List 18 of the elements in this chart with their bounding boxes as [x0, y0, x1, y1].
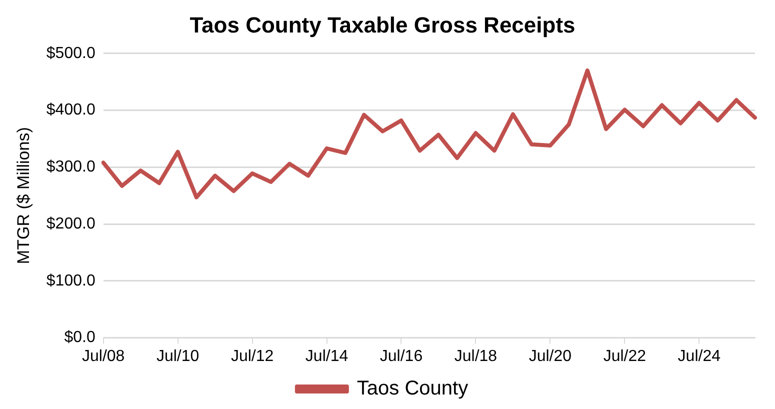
- y-tick-label: $400.0: [46, 102, 96, 119]
- x-tick-label: Jul/16: [380, 348, 423, 365]
- chart-title: Taos County Taxable Gross Receipts: [190, 12, 576, 38]
- x-tick-label: Jul/20: [528, 348, 572, 365]
- y-axis-title: MTGR ($ Millions): [14, 127, 33, 264]
- x-tick-label: Jul/24: [678, 348, 721, 365]
- y-tick-label: $200.0: [46, 215, 96, 232]
- y-tick-label: $300.0: [46, 158, 96, 176]
- x-tick-label: Jul/12: [230, 348, 274, 365]
- x-tick-label: Jul/14: [305, 348, 348, 365]
- legend-label: Taos County: [356, 378, 468, 400]
- y-tick-label: $500.0: [46, 44, 96, 62]
- x-tick-label: Jul/08: [82, 348, 125, 365]
- x-tick-label: Jul/22: [603, 348, 646, 365]
- x-tick-label: Jul/18: [454, 348, 498, 365]
- y-tick-label: $100.0: [46, 272, 96, 290]
- y-tick-label: $0.0: [64, 329, 96, 346]
- x-tick-label: Jul/10: [156, 348, 200, 365]
